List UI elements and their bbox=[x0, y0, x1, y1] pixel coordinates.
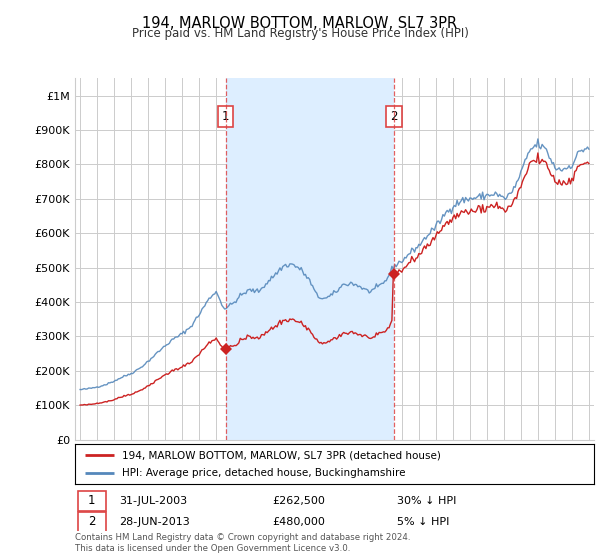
Text: 31-JUL-2003: 31-JUL-2003 bbox=[119, 496, 187, 506]
Text: £480,000: £480,000 bbox=[272, 517, 325, 526]
Text: 2: 2 bbox=[88, 515, 95, 528]
Text: 5% ↓ HPI: 5% ↓ HPI bbox=[397, 517, 449, 526]
FancyBboxPatch shape bbox=[77, 512, 106, 532]
Text: 194, MARLOW BOTTOM, MARLOW, SL7 3PR (detached house): 194, MARLOW BOTTOM, MARLOW, SL7 3PR (det… bbox=[122, 450, 440, 460]
Text: 2: 2 bbox=[390, 110, 398, 123]
Text: Contains HM Land Registry data © Crown copyright and database right 2024.
This d: Contains HM Land Registry data © Crown c… bbox=[75, 533, 410, 553]
Text: HPI: Average price, detached house, Buckinghamshire: HPI: Average price, detached house, Buck… bbox=[122, 468, 405, 478]
Text: 194, MARLOW BOTTOM, MARLOW, SL7 3PR: 194, MARLOW BOTTOM, MARLOW, SL7 3PR bbox=[142, 16, 458, 31]
Bar bbox=[226, 78, 394, 440]
Text: Price paid vs. HM Land Registry's House Price Index (HPI): Price paid vs. HM Land Registry's House … bbox=[131, 27, 469, 40]
FancyBboxPatch shape bbox=[77, 491, 106, 511]
Text: 1: 1 bbox=[88, 494, 95, 507]
Text: £262,500: £262,500 bbox=[272, 496, 325, 506]
Text: 28-JUN-2013: 28-JUN-2013 bbox=[119, 517, 190, 526]
Text: 30% ↓ HPI: 30% ↓ HPI bbox=[397, 496, 456, 506]
Text: 1: 1 bbox=[222, 110, 229, 123]
